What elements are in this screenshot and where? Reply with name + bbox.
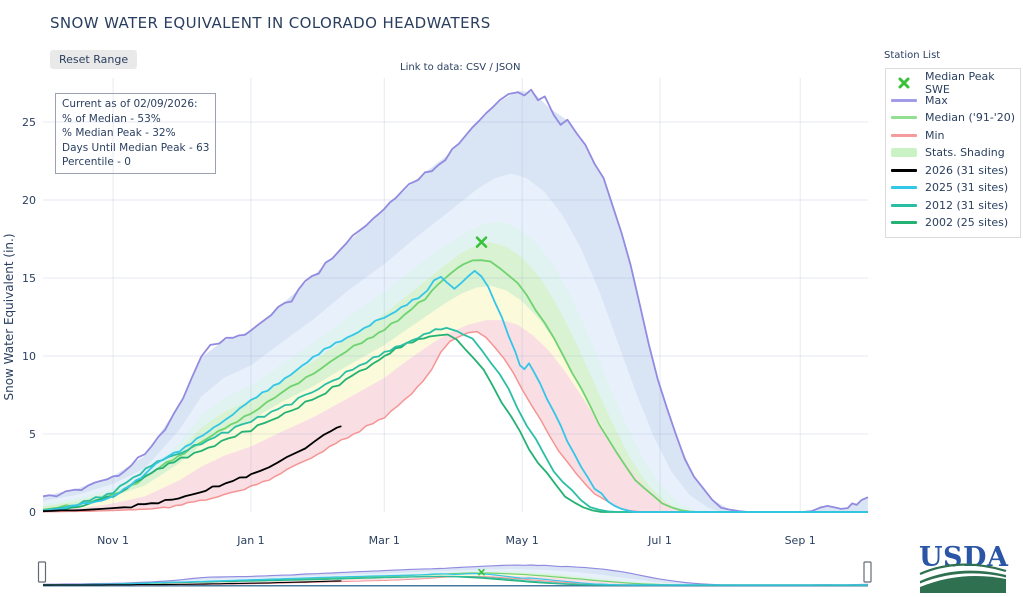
line-2002-swatch xyxy=(890,221,918,225)
usda-swoosh-mid xyxy=(920,570,1006,584)
usda-swoosh-top xyxy=(919,563,1007,576)
legend-item-2026[interactable]: 2026 (31 sites) xyxy=(890,162,1016,180)
legend-item-max[interactable]: Max xyxy=(890,92,1016,110)
x-tick-label: May 1 xyxy=(506,534,539,547)
status-line: Percentile - 0 xyxy=(62,156,131,168)
slider-handle-left[interactable] xyxy=(37,561,47,583)
legend-item-2002[interactable]: 2002 (25 sites) xyxy=(890,214,1016,232)
legend-item-median-peak-swe[interactable]: Median Peak SWE xyxy=(890,70,1016,96)
legend-label: Median Peak SWE xyxy=(925,69,995,96)
median-line-swatch xyxy=(890,116,918,120)
y-tick-label: 5 xyxy=(29,428,36,441)
median-peak-x-icon xyxy=(890,77,918,89)
line-2025-swatch xyxy=(890,186,918,190)
series-line-2026-31-sites- xyxy=(42,425,342,513)
station-list-link[interactable]: Station List xyxy=(884,50,941,61)
legend-item-stats-shading[interactable]: Stats. Shading xyxy=(890,144,1016,162)
legend-box: Median Peak SWE Max Median ('91-'20) Min… xyxy=(885,68,1021,238)
usda-logo: USDA xyxy=(919,542,1008,593)
median-peak-marker xyxy=(478,568,485,576)
legend-label: 2026 (31 sites) xyxy=(925,163,1009,177)
y-tick-label: 10 xyxy=(22,350,36,363)
y-axis-title: Snow Water Equivalent (in.) xyxy=(2,233,16,400)
page-title: SNOW WATER EQUIVALENT IN COLORADO HEADWA… xyxy=(50,14,491,32)
line-2026-swatch xyxy=(890,168,918,172)
series-line-2025-31-sites- xyxy=(42,269,868,513)
y-tick-label: 15 xyxy=(22,272,36,285)
legend-label: Max xyxy=(925,93,948,107)
x-tick-label: Sep 1 xyxy=(785,534,816,547)
link-separator: / xyxy=(486,62,496,73)
legend-item-min[interactable]: Min xyxy=(890,127,1016,145)
slider-handle-right[interactable] xyxy=(863,561,872,583)
x-tick-label: Mar 1 xyxy=(369,534,400,547)
line-2012-swatch xyxy=(890,203,918,207)
status-line: % Median Peak - 32% xyxy=(62,127,176,139)
legend-label: Median ('91-'20) xyxy=(925,111,1016,125)
median-peak-marker xyxy=(475,236,488,248)
legend-item-2025[interactable]: 2025 (31 sites) xyxy=(890,179,1016,197)
legend-item-median[interactable]: Median ('91-'20) xyxy=(890,109,1016,127)
x-tick-label: Jul 1 xyxy=(647,534,672,547)
status-line: % of Median - 53% xyxy=(62,112,161,125)
series-line-2025-31-sites- xyxy=(43,573,868,586)
y-tick-label: 20 xyxy=(22,194,36,207)
max-line-swatch xyxy=(890,98,918,102)
x-tick-label: Jan 1 xyxy=(236,534,264,547)
link-to-data-label: Link to data: xyxy=(400,62,463,73)
main-chart-plot-area[interactable]: 0 5 10 15 20 25 Nov 1 Jan 1 Mar 1 May 1 Jul 1 Sep 1… xyxy=(0,70,880,560)
stats-shading-swatch xyxy=(890,148,918,158)
legend-label: 2025 (31 sites) xyxy=(925,181,1009,195)
range-slider[interactable] xyxy=(30,558,875,594)
legend-label: Stats. Shading xyxy=(925,146,1005,160)
json-link[interactable]: JSON xyxy=(495,62,521,73)
y-tick-label: 25 xyxy=(22,116,36,129)
legend-label: Min xyxy=(925,128,945,142)
usda-field xyxy=(920,575,1006,593)
band-below-min xyxy=(43,332,868,512)
current-status-box: Current as of 02/09/2026: % of Median - … xyxy=(55,93,217,174)
status-line: Days Until Median Peak - 63 xyxy=(62,141,210,154)
link-to-data: Link to data: CSV / JSON xyxy=(400,62,521,73)
csv-link[interactable]: CSV xyxy=(465,62,487,73)
band-below-min xyxy=(43,576,868,585)
reset-range-button[interactable]: Reset Range xyxy=(50,50,138,69)
min-line-swatch xyxy=(890,133,918,137)
legend-label: 2012 (31 sites) xyxy=(925,198,1009,212)
legend-item-2012[interactable]: 2012 (31 sites) xyxy=(890,197,1016,215)
status-line: Current as of 02/09/2026: xyxy=(62,98,198,110)
series-line-2026-31-sites- xyxy=(43,580,342,586)
y-tick-label: 0 xyxy=(29,506,36,519)
legend-label: 2002 (25 sites) xyxy=(925,216,1009,230)
x-tick-label: Nov 1 xyxy=(97,534,129,547)
